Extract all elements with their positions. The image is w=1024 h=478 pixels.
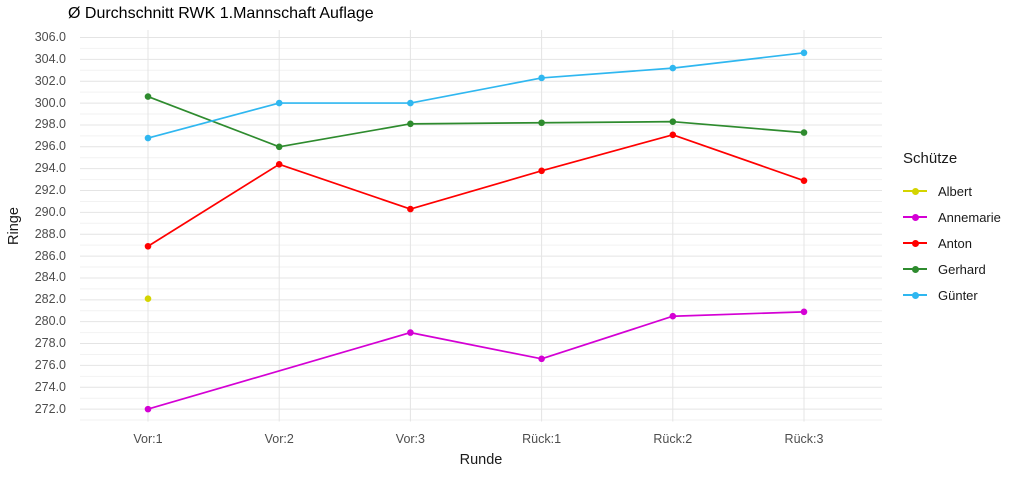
y-tick-label: 292.0 — [34, 183, 66, 198]
legend-item-Annemarie: Annemarie — [903, 204, 1001, 230]
y-tick-label: 288.0 — [34, 226, 66, 241]
x-tick-label: Rück:1 — [522, 432, 562, 446]
legend-item-Gerhard: Gerhard — [903, 256, 1001, 282]
x-tick-label: Rück:2 — [653, 432, 693, 446]
y-tick-label: 290.0 — [34, 204, 66, 219]
data-point-Gerhard — [538, 119, 545, 127]
y-tick-label: 282.0 — [34, 292, 66, 307]
data-point-Anton — [144, 242, 152, 250]
legend-label: Annemarie — [938, 209, 1001, 225]
data-point-Anton — [407, 205, 414, 213]
x-tick-label: Vor:2 — [264, 432, 294, 446]
y-tick-label: 294.0 — [34, 161, 66, 176]
legend-key-dot — [911, 265, 919, 273]
data-point-Anton — [538, 167, 545, 175]
legend-item-Albert: Albert — [903, 178, 1001, 204]
y-tick-label: 300.0 — [34, 95, 66, 110]
legend-item-Günter: Günter — [903, 282, 1001, 308]
legend-key-dot — [911, 213, 919, 221]
data-point-Günter — [144, 134, 152, 142]
data-point-Gerhard — [669, 118, 677, 125]
legend-label: Albert — [938, 183, 972, 199]
data-point-Annemarie — [800, 308, 808, 316]
data-point-Annemarie — [538, 355, 545, 363]
y-tick-label: 276.0 — [34, 357, 66, 372]
legend-label: Günter — [938, 287, 978, 303]
y-tick-label: 280.0 — [34, 314, 66, 329]
data-point-Günter — [407, 99, 414, 107]
y-tick-label: 302.0 — [34, 73, 66, 88]
y-tick-label: 306.0 — [34, 30, 66, 44]
y-tick-label: 284.0 — [34, 270, 66, 285]
data-point-Günter — [538, 74, 545, 82]
y-tick-label: 298.0 — [34, 117, 66, 132]
data-point-Gerhard — [275, 143, 283, 151]
x-tick-label: Vor:3 — [395, 432, 425, 446]
y-tick-label: 272.0 — [34, 401, 66, 416]
y-tick-label: 286.0 — [34, 248, 66, 263]
data-point-Gerhard — [144, 93, 152, 100]
data-point-Annemarie — [407, 329, 414, 336]
legend-title: Schütze — [903, 150, 958, 167]
legend-key-icon — [903, 288, 927, 302]
y-tick-label: 278.0 — [34, 336, 66, 351]
data-point-Annemarie — [669, 312, 677, 320]
legend-key-dot — [911, 187, 919, 195]
data-point-Günter — [669, 64, 677, 72]
legend-key-icon — [903, 184, 927, 198]
legend-items: Albert Annemarie Anton Gerhard Günter — [903, 178, 1001, 308]
data-point-Anton — [275, 160, 283, 168]
legend-label: Anton — [938, 235, 972, 251]
x-axis-title: Runde — [459, 452, 503, 468]
data-point-Albert — [144, 295, 152, 303]
y-tick-label: 304.0 — [34, 51, 66, 66]
series-line-Günter — [147, 51, 805, 139]
data-point-Gerhard — [800, 129, 808, 136]
legend-key-icon — [903, 210, 927, 224]
legend: Schütze Albert Annemarie Anton Gerhard Günte… — [903, 150, 1001, 308]
x-tick-label: Rück:3 — [784, 432, 824, 446]
x-tick-label: Vor:1 — [133, 432, 163, 446]
legend-key-icon — [903, 236, 927, 250]
data-point-Günter — [275, 99, 283, 107]
legend-label: Gerhard — [938, 261, 986, 277]
legend-key-icon — [903, 262, 927, 276]
series-line-Gerhard — [147, 95, 805, 148]
y-tick-label: 274.0 — [34, 379, 66, 394]
legend-item-Anton: Anton — [903, 230, 1001, 256]
chart-title: Ø Durchschnitt RWK 1.Mannschaft Auflage — [68, 5, 374, 22]
series-line-Anton — [147, 133, 805, 248]
data-point-Gerhard — [407, 120, 414, 128]
series-line-Annemarie — [147, 310, 805, 410]
data-point-Annemarie — [144, 405, 152, 413]
legend-key-dot — [911, 239, 919, 247]
y-axis-title: Ringe — [6, 207, 22, 245]
data-point-Anton — [669, 131, 677, 139]
data-point-Anton — [800, 177, 808, 184]
y-tick-label: 296.0 — [34, 139, 66, 154]
legend-key-dot — [911, 291, 919, 299]
data-point-Günter — [800, 49, 808, 57]
